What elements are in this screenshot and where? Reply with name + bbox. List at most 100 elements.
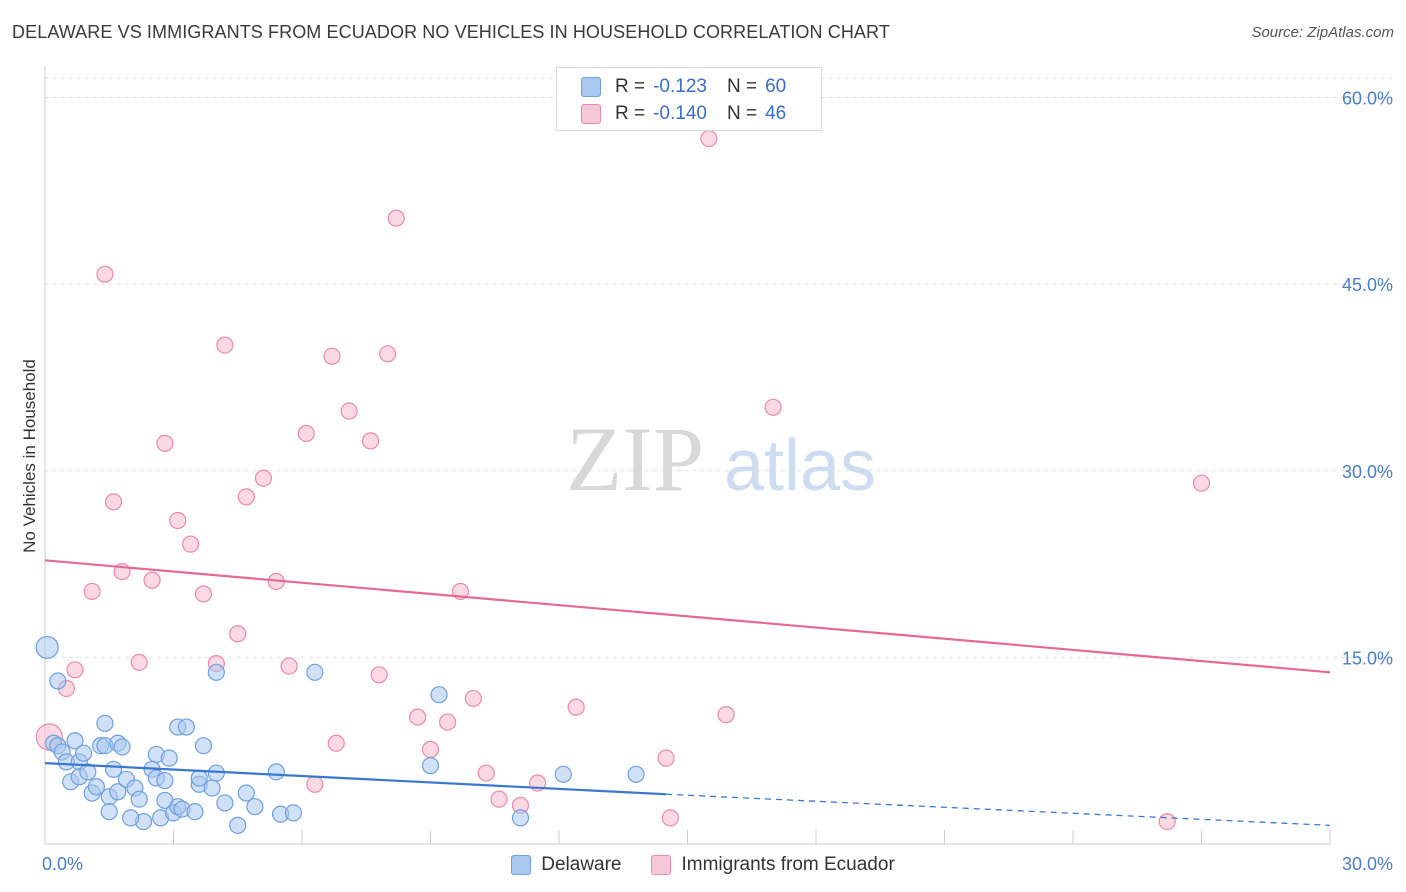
- ecuador-point: [1158, 813, 1176, 831]
- delaware-point: [194, 737, 213, 755]
- delaware-point: [49, 672, 67, 690]
- ecuador-point: [229, 625, 247, 643]
- delaware-point: [284, 804, 303, 822]
- ecuador-point: [194, 585, 213, 603]
- legend-n-label: N =: [726, 103, 758, 124]
- axes: [44, 66, 1331, 845]
- delaware-point: [35, 635, 59, 660]
- ecuador-point: [254, 469, 273, 487]
- ecuador-point: [477, 764, 495, 782]
- legend-row-ecuador: R = -0.140 N = 46: [581, 101, 786, 127]
- ecuador-point: [143, 571, 161, 589]
- legend-swatch-pink: [581, 104, 601, 124]
- series-swatch-blue: [511, 855, 532, 875]
- ecuador-point: [297, 424, 315, 443]
- y-tick-label: 45.0%: [1342, 275, 1393, 295]
- ecuador-point: [156, 434, 174, 452]
- delaware-points: [35, 635, 645, 834]
- delaware-point: [156, 771, 174, 790]
- x-tick-label: 30.0%: [1342, 854, 1393, 874]
- ecuador-point: [66, 661, 84, 679]
- ecuador-point: [182, 535, 200, 553]
- delaware-trend-line: [44, 762, 667, 796]
- ecuador-point: [327, 734, 345, 752]
- delaware-trend-extension: [666, 793, 1331, 826]
- delaware-point: [267, 763, 285, 781]
- ecuador-point: [464, 689, 482, 708]
- y-tick-label: 30.0%: [1342, 462, 1393, 482]
- ecuador-point: [421, 740, 440, 759]
- y-tick-label: 15.0%: [1342, 648, 1393, 668]
- legend-r-label: R =: [615, 76, 646, 97]
- delaware-point: [109, 783, 127, 801]
- legend-r-label: R =: [615, 103, 646, 124]
- ecuador-point: [361, 432, 380, 450]
- ecuador-point: [323, 347, 341, 365]
- delaware-point: [306, 663, 324, 681]
- watermark-atlas: atlas: [724, 426, 876, 506]
- ecuador-point: [216, 336, 234, 354]
- delaware-point: [207, 663, 225, 681]
- legend-r-value: -0.123: [653, 76, 707, 97]
- x-tick-label: 0.0%: [42, 854, 83, 874]
- delaware-point: [87, 778, 106, 796]
- ecuador-point: [1192, 474, 1211, 492]
- delaware-point: [554, 765, 572, 783]
- ecuador-trend-line: [44, 559, 1331, 674]
- delaware-point: [113, 738, 131, 756]
- delaware-point: [237, 784, 255, 802]
- series-legend-ecuador: Immigrants from Ecuador: [651, 852, 895, 878]
- ecuador-point: [237, 488, 255, 506]
- ecuador-point: [490, 790, 508, 808]
- trend-lines: [44, 559, 1331, 826]
- delaware-point: [130, 790, 148, 808]
- ecuador-point: [340, 402, 358, 420]
- delaware-point: [511, 809, 530, 827]
- ecuador-point: [83, 582, 101, 601]
- delaware-point: [430, 686, 448, 704]
- delaware-point: [627, 765, 645, 783]
- ecuador-point: [370, 666, 388, 684]
- delaware-point: [216, 794, 234, 812]
- legend-swatch-blue: [581, 77, 601, 97]
- ecuador-point: [379, 345, 397, 363]
- y-axis-label: No Vehicles in Household: [20, 359, 39, 553]
- delaware-point: [177, 718, 195, 736]
- tick-labels: 15.0% 30.0% 45.0% 60.0% 0.0% 30.0%: [42, 89, 1393, 875]
- y-tick-label: 60.0%: [1342, 89, 1393, 109]
- ecuador-point: [96, 265, 114, 283]
- series-legend-delaware: Delaware: [511, 852, 621, 878]
- chart-title: DELAWARE VS IMMIGRANTS FROM ECUADOR NO V…: [12, 22, 890, 42]
- series-label-ecuador: Immigrants from Ecuador: [681, 854, 895, 875]
- legend-n-value: 60: [765, 76, 787, 97]
- correlation-legend: R = -0.123 N = 60 R = -0.140 N = 46: [556, 67, 822, 131]
- legend-r-value: -0.140: [653, 103, 707, 124]
- ecuador-point: [280, 657, 298, 675]
- delaware-point: [66, 732, 84, 750]
- ecuador-point: [387, 209, 405, 227]
- grid: [45, 77, 1392, 658]
- ecuador-point: [764, 398, 782, 416]
- legend-n-value: 46: [765, 103, 787, 124]
- delaware-point: [160, 749, 178, 767]
- ecuador-point: [717, 706, 735, 724]
- series-label-delaware: Delaware: [541, 854, 622, 875]
- ecuador-point: [104, 493, 123, 511]
- legend-row-delaware: R = -0.123 N = 60: [581, 74, 786, 100]
- delaware-point: [100, 803, 118, 821]
- delaware-point: [79, 763, 97, 781]
- delaware-point: [96, 714, 114, 732]
- ecuador-point: [130, 653, 148, 671]
- ecuador-point: [439, 713, 457, 731]
- ecuador-point: [657, 749, 675, 767]
- series-swatch-pink: [651, 855, 672, 875]
- ecuador-point: [567, 698, 585, 716]
- watermark-zip: ZIP: [566, 408, 704, 510]
- ecuador-point: [306, 775, 324, 793]
- ecuador-point: [169, 511, 187, 530]
- source-label: Source: ZipAtlas.com: [1251, 24, 1394, 41]
- delaware-point: [74, 744, 93, 762]
- delaware-point: [421, 757, 440, 775]
- series-legend: Delaware Immigrants from Ecuador: [0, 852, 1406, 878]
